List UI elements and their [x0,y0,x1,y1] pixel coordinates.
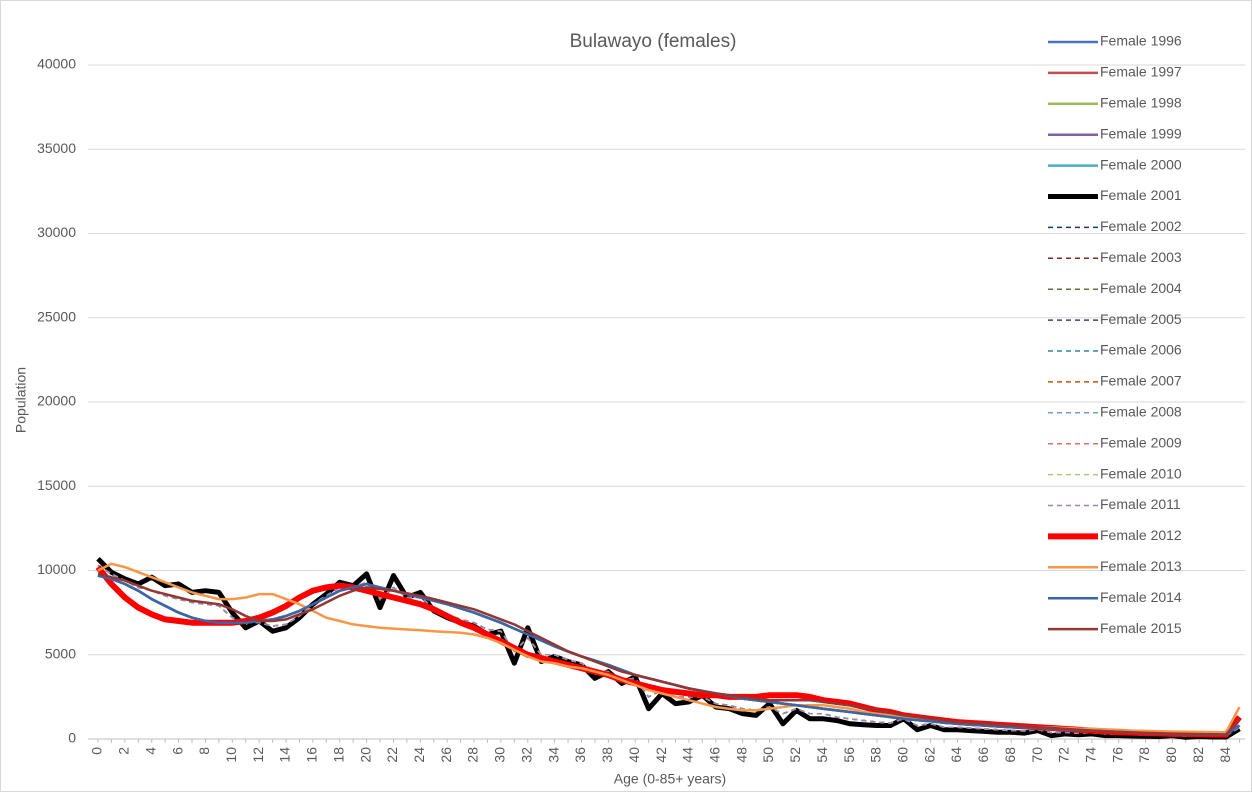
y-tick-label: 10000 [37,561,76,577]
legend-label: Female 2010 [1100,465,1182,481]
x-tick-label: 70 [1029,747,1045,763]
x-tick-label: 34 [545,747,561,763]
y-tick-label: 0 [68,730,76,746]
x-tick-label: 38 [599,747,615,763]
x-tick-label: 24 [411,747,427,763]
x-tick-label: 42 [653,747,669,763]
y-tick-label: 15000 [37,477,76,493]
x-tick-label: 84 [1217,747,1233,763]
y-tick-label: 20000 [37,393,76,409]
legend-label: Female 2014 [1100,589,1182,605]
legend-label: Female 2013 [1100,558,1182,574]
x-tick-label: 46 [706,747,722,763]
series-line [96,556,1241,740]
legend-label: Female 2003 [1100,249,1182,265]
x-tick-label: 48 [733,747,749,763]
x-tick-label: 52 [787,747,803,763]
legend-label: Female 2012 [1100,527,1182,543]
legend-label: Female 2004 [1100,280,1182,296]
legend-label: Female 1996 [1100,33,1182,49]
chart-title: Bulawayo (females) [570,31,737,52]
legend-label: Female 1997 [1100,64,1182,80]
x-tick-label: 30 [492,747,508,763]
x-tick-label: 36 [572,747,588,763]
series-line [97,572,1241,736]
legend-label: Female 2011 [1100,496,1181,512]
x-tick-label: 64 [948,747,964,763]
x-tick-label: 18 [330,747,346,763]
x-tick-label: 58 [868,747,884,763]
x-tick-label: 26 [438,747,454,763]
legend-label: Female 2005 [1100,311,1182,327]
y-tick-label: 25000 [37,308,76,324]
x-tick-label: 82 [1190,747,1206,763]
y-tick-label: 35000 [37,140,76,156]
legend-label: Female 2007 [1100,373,1182,389]
x-tick-label: 80 [1163,747,1179,763]
x-tick-label: 76 [1109,747,1125,763]
x-tick-label: 50 [760,747,776,763]
legend-label: Female 1999 [1100,125,1182,141]
x-axis-label: Age (0-85+ years) [614,771,726,787]
legend-label: Female 2009 [1100,434,1182,450]
x-tick-label: 2 [116,747,132,755]
x-tick-label: 8 [196,747,212,755]
x-tick-label: 0 [89,747,105,755]
x-tick-label: 10 [223,747,239,763]
x-tick-label: 22 [384,747,400,763]
x-tick-label: 16 [304,747,320,763]
legend-label: Female 2000 [1100,156,1182,172]
x-tick-label: 60 [895,747,911,763]
x-tick-label: 4 [142,747,158,755]
legend-label: Female 2002 [1100,218,1182,234]
x-tick-label: 62 [921,747,937,763]
x-tick-label: 68 [1002,747,1018,763]
y-tick-label: 40000 [37,56,76,72]
legend-label: Female 2008 [1100,404,1182,420]
y-tick-label: 30000 [37,224,76,240]
x-tick-label: 72 [1056,747,1072,763]
legend-label: Female 2015 [1100,620,1182,636]
y-axis-label: Population [13,367,29,433]
x-tick-label: 44 [680,747,696,763]
x-tick-label: 20 [357,747,373,763]
legend-label: Female 1998 [1100,95,1182,111]
series-line [97,564,1240,737]
x-tick-label: 56 [841,747,857,763]
legend-label: Female 2001 [1100,187,1182,203]
x-tick-label: 14 [277,747,293,763]
y-tick-label: 5000 [45,645,76,661]
x-tick-label: 6 [169,747,185,755]
x-tick-label: 54 [814,747,830,763]
x-tick-label: 78 [1136,747,1152,763]
x-tick-label: 28 [465,747,481,763]
x-tick-label: 66 [975,747,991,763]
x-tick-label: 74 [1083,747,1099,763]
x-tick-label: 40 [626,747,642,763]
legend-label: Female 2006 [1100,342,1182,358]
x-tick-label: 32 [518,747,534,763]
x-tick-label: 12 [250,747,266,763]
